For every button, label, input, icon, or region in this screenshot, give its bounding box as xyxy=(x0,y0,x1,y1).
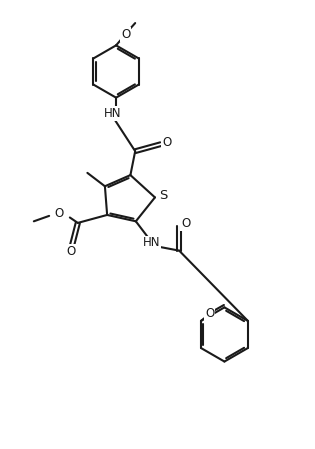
Text: HN: HN xyxy=(142,237,160,250)
Text: O: O xyxy=(67,245,76,258)
Text: O: O xyxy=(121,28,130,41)
Text: HN: HN xyxy=(104,107,121,120)
Text: O: O xyxy=(205,308,215,321)
Text: O: O xyxy=(163,136,172,149)
Text: S: S xyxy=(159,189,167,202)
Text: O: O xyxy=(54,207,63,220)
Text: O: O xyxy=(181,217,190,230)
